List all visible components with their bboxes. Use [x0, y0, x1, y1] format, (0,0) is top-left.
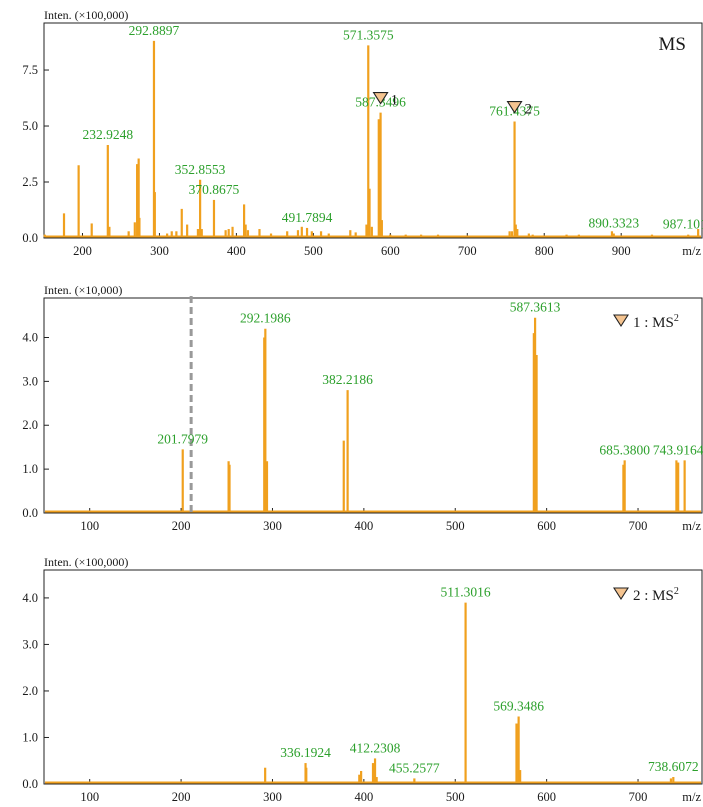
plot-frame — [43, 569, 703, 785]
peak-label: 292.8897 — [129, 23, 180, 38]
y-tick-label: 4.0 — [22, 330, 38, 344]
x-tick-label: 600 — [381, 244, 400, 258]
x-tick-label: 700 — [629, 790, 648, 804]
x-tick-label: 600 — [537, 790, 556, 804]
panel-title: 2 : MS2 — [633, 586, 679, 604]
spectrum-panel-3: Inten. (×100,000) 0.0 1.0 2.0 3.0 4.0 100 200 30… — [22, 555, 703, 804]
x-tick-label: 900 — [612, 244, 631, 258]
peak-label: 292.1986 — [240, 311, 291, 326]
x-tick-label: 400 — [354, 519, 373, 533]
peak-label: 987.1018 — [663, 217, 703, 232]
x-tick-label: 800 — [535, 244, 554, 258]
peak-label: 336.1924 — [280, 745, 331, 760]
y-tick-label: 0.0 — [22, 506, 38, 520]
x-tick-label: 200 — [73, 244, 92, 258]
y-tick-label: 3.0 — [22, 374, 38, 388]
peak-label: 738.6072 — [648, 759, 699, 774]
y-tick-label: 2.0 — [22, 418, 38, 432]
x-tick-label: 300 — [150, 244, 169, 258]
x-tick-label: 500 — [304, 244, 323, 258]
y-tick-label: 0.0 — [22, 231, 38, 245]
plot-frame — [43, 22, 703, 239]
peak-label: 890.3323 — [588, 216, 639, 231]
panel-title-superscript: 2 — [674, 313, 679, 324]
precursor-marker-label: 2 — [525, 102, 533, 118]
peak-label: 511.3016 — [441, 585, 491, 600]
peak-label: 743.9164 — [653, 442, 703, 457]
y-tick-label: 1.0 — [22, 462, 38, 476]
plot-frame — [43, 297, 703, 514]
peak-label: 201.7979 — [157, 431, 208, 446]
x-tick-label: 500 — [446, 519, 465, 533]
peak-label: 491.7894 — [282, 210, 333, 225]
x-tick-label: 700 — [458, 244, 477, 258]
x-tick-label: 600 — [537, 519, 556, 533]
x-tick-label: 200 — [172, 790, 191, 804]
spectrum-panel-2: Inten. (×10,000) 0.0 1.0 2.0 3.0 4.0 100 200 300… — [22, 283, 703, 533]
precursor-marker-icon — [506, 100, 523, 114]
peak-label: 352.8553 — [175, 162, 226, 177]
y-axis-label: Inten. (×100,000) — [44, 8, 128, 22]
x-tick-label: 700 — [629, 519, 648, 533]
y-axis-label: Inten. (×10,000) — [44, 283, 122, 297]
peak-label: 382.2186 — [322, 372, 373, 387]
peak-label: 455.2577 — [389, 760, 440, 775]
y-tick-label: 2.5 — [22, 175, 38, 189]
peak-label: 587.3613 — [510, 300, 561, 315]
panel-title: MS — [659, 34, 686, 55]
peak-label: 232.9248 — [83, 127, 134, 142]
peak-label: 571.3575 — [343, 27, 394, 42]
x-tick-label: 400 — [354, 790, 373, 804]
spectrum-panel-1: Inten. (×100,000) 0.0 2.5 5.0 7.5 200 300 400 50… — [22, 8, 703, 258]
precursor-marker-icon — [372, 92, 389, 105]
y-tick-label: 7.5 — [22, 63, 38, 77]
x-tick-label: 200 — [172, 519, 191, 533]
x-tick-label: 500 — [446, 790, 465, 804]
peak-label: 370.8675 — [189, 182, 240, 197]
panel-title-text: 2 : MS — [633, 588, 674, 604]
peak-label: 569.3486 — [493, 699, 544, 714]
x-tick-label: 100 — [80, 790, 99, 804]
x-tick-label: 100 — [80, 519, 99, 533]
x-axis-unit: m/z — [682, 790, 701, 804]
panel-title-superscript: 2 — [674, 586, 679, 597]
precursor-marker-icon — [612, 314, 630, 328]
y-tick-label: 2.0 — [22, 684, 38, 698]
y-axis-label: Inten. (×100,000) — [44, 555, 128, 569]
peak-label: 412.2308 — [350, 740, 401, 755]
y-tick-label: 5.0 — [22, 119, 38, 133]
y-tick-label: 4.0 — [22, 591, 38, 605]
x-axis-unit: m/z — [682, 519, 701, 533]
y-tick-label: 0.0 — [22, 777, 38, 791]
x-tick-label: 300 — [263, 519, 282, 533]
x-tick-label: 400 — [227, 244, 246, 258]
panel-title-text: 1 : MS — [633, 315, 674, 331]
y-tick-label: 3.0 — [22, 637, 38, 651]
panel-title: 1 : MS2 — [633, 313, 679, 331]
x-tick-label: 300 — [263, 790, 282, 804]
x-axis-unit: m/z — [682, 244, 701, 258]
peak-label: 685.3800 — [599, 442, 650, 457]
precursor-marker-icon — [612, 587, 630, 601]
precursor-marker-label: 1 — [391, 93, 399, 109]
y-tick-label: 1.0 — [22, 730, 38, 744]
